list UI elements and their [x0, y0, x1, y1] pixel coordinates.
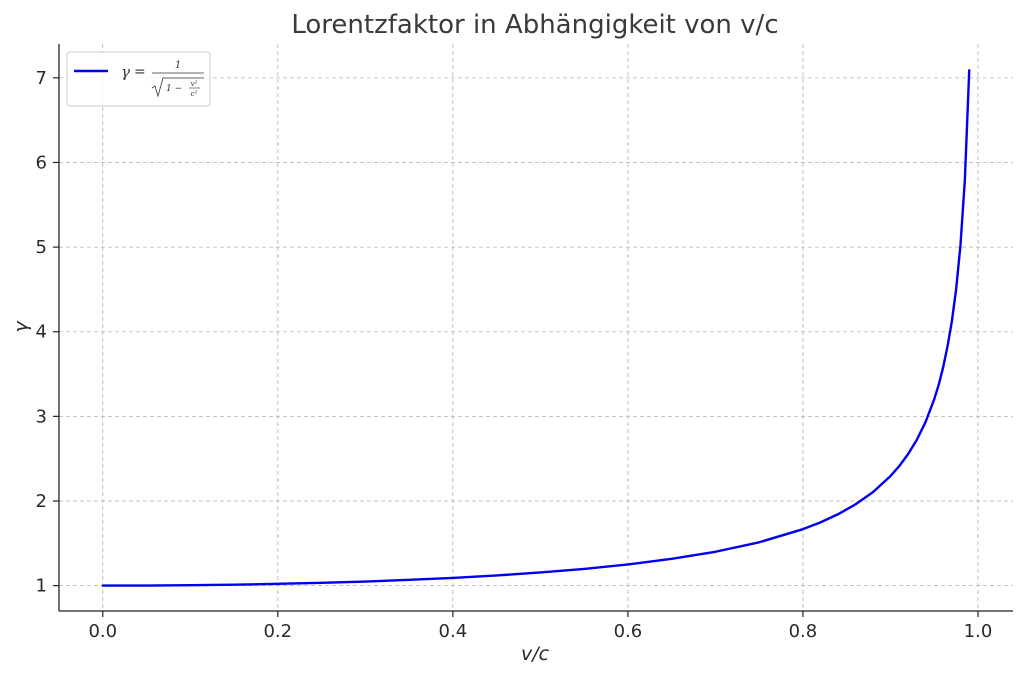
chart-title: Lorentzfaktor in Abhängigkeit von v/c [291, 10, 778, 40]
y-axis-label: γ [10, 320, 32, 333]
y-tick-label: 2 [36, 491, 47, 512]
x-tick-label: 0.2 [263, 621, 292, 642]
y-tick-label: 6 [36, 152, 47, 173]
x-tick-label: 0.0 [88, 621, 117, 642]
plot-area [101, 69, 971, 587]
y-tick-label: 7 [36, 68, 47, 89]
y-tick-label: 4 [36, 322, 47, 343]
y-tick-label: 3 [36, 406, 47, 427]
axes [58, 44, 1013, 612]
legend-c-squared: c² [191, 90, 198, 98]
gamma-curve [101, 69, 971, 587]
legend-box [66, 51, 211, 107]
x-tick-label: 0.4 [439, 621, 468, 642]
x-tick-group: 0.0 0.2 0.4 0.6 0.8 1.0 [88, 611, 992, 642]
y-tick-label: 1 [36, 576, 47, 597]
legend-v-squared: v² [191, 80, 198, 88]
y-tick-label: 5 [36, 237, 47, 258]
legend-formula: γ = 1 1 − v² c² [121, 60, 204, 98]
legend-gamma: γ [121, 63, 130, 81]
y-tick-group: 1 2 3 4 5 6 7 [36, 68, 59, 597]
legend-sqrt-sign [151, 77, 204, 98]
legend-one-minus: 1 − [166, 84, 182, 94]
x-axis-label: v/c [521, 643, 550, 665]
x-tick-label: 0.8 [789, 621, 818, 642]
grid-lines [59, 44, 1013, 611]
x-tick-label: 1.0 [964, 621, 993, 642]
legend-equals: = [134, 64, 146, 80]
legend: γ = 1 1 − v² c² [66, 51, 211, 107]
legend-numerator: 1 [175, 60, 181, 71]
x-tick-label: 0.6 [614, 621, 643, 642]
